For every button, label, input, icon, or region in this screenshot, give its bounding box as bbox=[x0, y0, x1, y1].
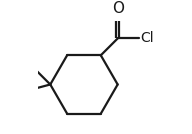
Text: O: O bbox=[112, 1, 124, 16]
Text: Cl: Cl bbox=[141, 31, 154, 45]
